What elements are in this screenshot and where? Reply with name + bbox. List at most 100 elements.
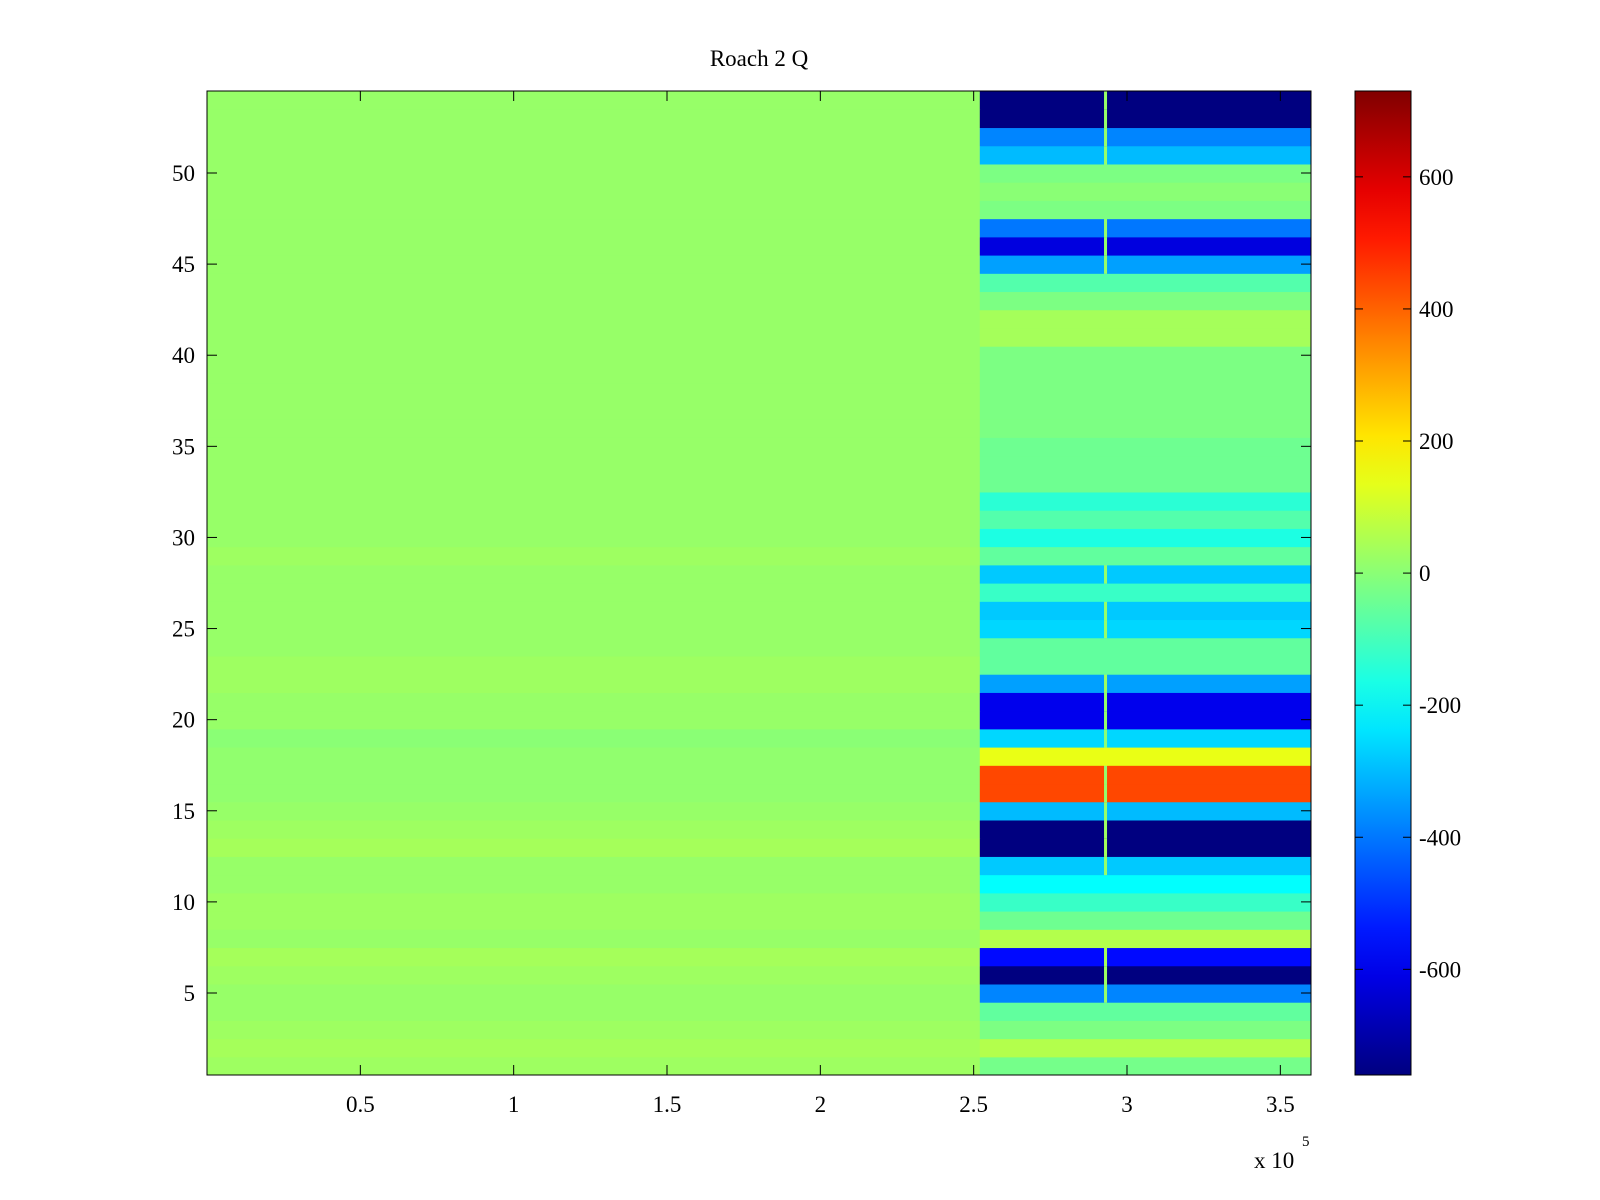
heatmap-cell <box>207 1002 981 1021</box>
heatmap-cell <box>979 327 1311 347</box>
colorbar-ticks: 600 400 200 0 -200 -400 -600 <box>1355 165 1461 982</box>
heatmap-cell <box>979 674 1311 693</box>
heatmap-cell <box>979 710 1311 730</box>
heatmap-cell <box>207 182 981 201</box>
heatmap-cell <box>207 91 981 110</box>
x-tick-label: 3 <box>1121 1092 1133 1117</box>
heatmap-cell <box>207 419 981 438</box>
heatmap-cell <box>207 583 981 602</box>
heatmap-cell <box>979 163 1311 183</box>
colorbar <box>1354 90 1412 1076</box>
heatmap-cell <box>979 291 1311 311</box>
heatmap-cell <box>979 127 1311 147</box>
heatmap-cell <box>979 1002 1311 1021</box>
y-tick-label: 5 <box>184 981 196 1006</box>
heatmap-cell <box>207 911 981 930</box>
heatmap-cell <box>979 637 1311 657</box>
heatmap-cell <box>979 528 1311 548</box>
heatmap-cell <box>979 765 1311 785</box>
heatmap-cell <box>979 437 1311 457</box>
heatmap-cell <box>207 765 981 785</box>
heatmap-cell <box>979 856 1311 876</box>
heatmap-cell <box>207 510 981 529</box>
heatmap-cell <box>979 109 1311 129</box>
heatmap-spike-cell <box>1104 819 1108 839</box>
heatmap-cell <box>979 491 1311 511</box>
heatmap-spike-cell <box>1104 619 1108 639</box>
heatmap-cell <box>979 200 1311 220</box>
heatmap-cell <box>207 273 981 293</box>
heatmap-cell <box>207 309 981 329</box>
heatmap-cell <box>207 710 981 730</box>
heatmap-cell <box>207 747 981 766</box>
heatmap-cell <box>207 327 981 347</box>
heatmap-cell <box>979 564 1311 584</box>
heatmap-cell <box>207 346 981 365</box>
heatmap-cell <box>207 364 981 384</box>
heatmap-spike-cell <box>1104 109 1108 129</box>
heatmap-cell <box>207 473 981 493</box>
heatmap-cell <box>979 419 1311 438</box>
heatmap-spike-cell <box>1104 838 1108 857</box>
heatmap-cell <box>979 273 1311 293</box>
heatmap-cell <box>207 291 981 311</box>
heatmap-spike-cell <box>1104 801 1108 821</box>
heatmap-cell <box>979 819 1311 839</box>
x-tick-label: 3.5 <box>1266 1092 1295 1117</box>
heatmap-spike-cell <box>1104 692 1108 712</box>
heatmap-cell <box>979 255 1311 274</box>
heatmap-cell <box>207 455 981 475</box>
y-tick-label: 20 <box>172 708 195 733</box>
heatmap-cell <box>979 218 1311 238</box>
heatmap-spike-cell <box>1104 127 1108 147</box>
heatmap-cell <box>979 655 1311 675</box>
heatmap-spike-cell <box>1104 728 1108 748</box>
heatmap-cell <box>979 801 1311 821</box>
heatmap-cell <box>207 674 981 693</box>
heatmap-cell <box>207 728 981 748</box>
heatmap-cell <box>207 491 981 511</box>
heatmap-spike-cell <box>1104 255 1108 274</box>
heatmap-cell <box>979 346 1311 365</box>
heatmap-cell <box>207 892 981 912</box>
heatmap-cell <box>979 236 1311 256</box>
heatmap-cell <box>979 583 1311 602</box>
heatmap-spike-cell <box>1104 856 1108 876</box>
heatmap-cell <box>207 637 981 657</box>
heatmap-cell <box>207 400 981 420</box>
x-exponent-base: x 10 <box>1254 1148 1294 1173</box>
heatmap-spike-cell <box>1104 947 1108 967</box>
heatmap-cell <box>979 601 1311 621</box>
heatmap-cell <box>207 601 981 621</box>
heatmap-cell <box>207 856 981 876</box>
heatmap-spike-cell <box>1104 983 1108 1003</box>
heatmap-cell <box>979 947 1311 967</box>
y-tick-label: 25 <box>172 617 195 642</box>
heatmap-cell <box>979 510 1311 529</box>
heatmap-cell <box>979 400 1311 420</box>
chart-title: Roach 2 Q <box>710 46 809 71</box>
heatmap-cell <box>207 801 981 821</box>
colorbar-tick-label: -200 <box>1419 693 1461 718</box>
heatmap-cell <box>207 929 981 949</box>
heatmap-cell <box>979 892 1311 912</box>
heatmap-spike-cell <box>1104 965 1108 985</box>
y-tick-label: 40 <box>172 343 195 368</box>
x-tick-label: 2.5 <box>959 1092 988 1117</box>
heatmap-cell <box>979 473 1311 493</box>
heatmap-cell <box>207 692 981 712</box>
heatmap-spike-cell <box>1104 145 1108 165</box>
heatmap-cell <box>979 983 1311 1003</box>
heatmap-cell <box>207 437 981 457</box>
heatmap-spike-cell <box>1104 218 1108 238</box>
heatmap-spike-cell <box>1104 674 1108 693</box>
colorbar-tick-label: 200 <box>1419 429 1454 454</box>
heatmap-cell <box>207 109 981 129</box>
heatmap-cell <box>979 182 1311 201</box>
x-exponent-power: 5 <box>1302 1134 1310 1150</box>
heatmap-cell <box>207 819 981 839</box>
colorbar-tick-label: -600 <box>1419 957 1461 982</box>
heatmap-cell <box>979 965 1311 985</box>
plot-area-frame <box>206 90 1312 1076</box>
